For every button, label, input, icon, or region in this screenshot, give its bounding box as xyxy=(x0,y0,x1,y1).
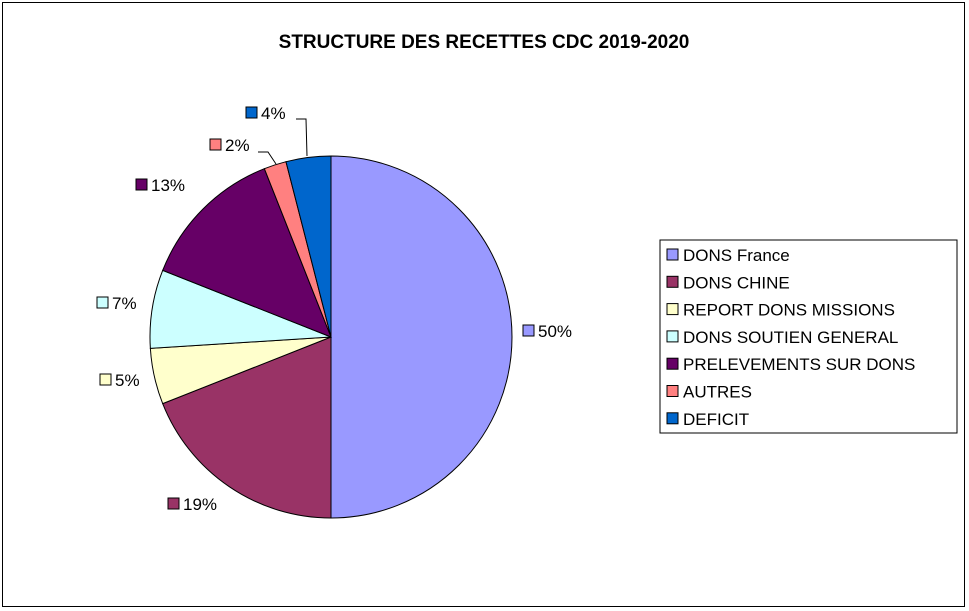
legend-swatch xyxy=(666,385,679,397)
leader-line xyxy=(258,151,277,165)
legend-swatch xyxy=(666,412,679,425)
data-labels: 50% 19% 5% 7% 13% 2% 4% xyxy=(96,104,572,514)
pie-slices xyxy=(149,155,513,519)
data-label-dons-france: 50% xyxy=(538,322,572,341)
data-label-dons-chine: 19% xyxy=(183,495,217,514)
legend-entry-dons-soutien-general: DONS SOUTIEN GENERAL xyxy=(683,328,898,347)
legend-swatch xyxy=(666,303,679,316)
legend-entry-prelevements-sur-dons: PRELEVEMENTS SUR DONS xyxy=(683,355,915,374)
legend-swatch xyxy=(666,330,679,343)
data-label-report-dons-missions: 5% xyxy=(115,371,140,390)
pie-slice-deficit xyxy=(285,155,332,338)
data-label-dons-soutien-general: 7% xyxy=(112,294,137,313)
leader-lines xyxy=(258,118,308,165)
data-label-key xyxy=(522,324,535,337)
data-label-key xyxy=(96,296,109,309)
data-label-key xyxy=(209,138,222,151)
pie-slice-dons-chine xyxy=(162,336,332,519)
data-label-key xyxy=(99,373,112,386)
data-label-prelevements-sur-dons: 13% xyxy=(151,176,185,195)
legend-entry-report-dons-missions: REPORT DONS MISSIONS xyxy=(683,301,895,320)
chart-title: STRUCTURE DES RECETTES CDC 2019-2020 xyxy=(279,32,690,53)
data-label-key xyxy=(245,106,258,119)
legend-entry-deficit: DEFICIT xyxy=(683,410,749,429)
data-label-autres: 2% xyxy=(225,136,250,155)
legend-swatch xyxy=(666,357,679,370)
data-label-key xyxy=(167,497,180,510)
pie-slice-dons-france xyxy=(330,155,513,519)
data-label-deficit: 4% xyxy=(261,104,286,123)
legend-swatch xyxy=(666,275,679,288)
pie-slice-prelevements-sur-dons xyxy=(162,168,332,338)
data-label-key xyxy=(135,178,148,191)
legend-entry-autres: AUTRES xyxy=(683,383,752,402)
legend-box xyxy=(659,239,958,434)
legend-swatch xyxy=(666,248,679,261)
legend-entry-dons-france: DONS France xyxy=(683,246,790,265)
leader-line xyxy=(296,118,308,157)
legend-entry-dons-chine: DONS CHINE xyxy=(683,273,790,292)
legend: DONS France DONS CHINE REPORT DONS MISSION… xyxy=(659,239,958,434)
